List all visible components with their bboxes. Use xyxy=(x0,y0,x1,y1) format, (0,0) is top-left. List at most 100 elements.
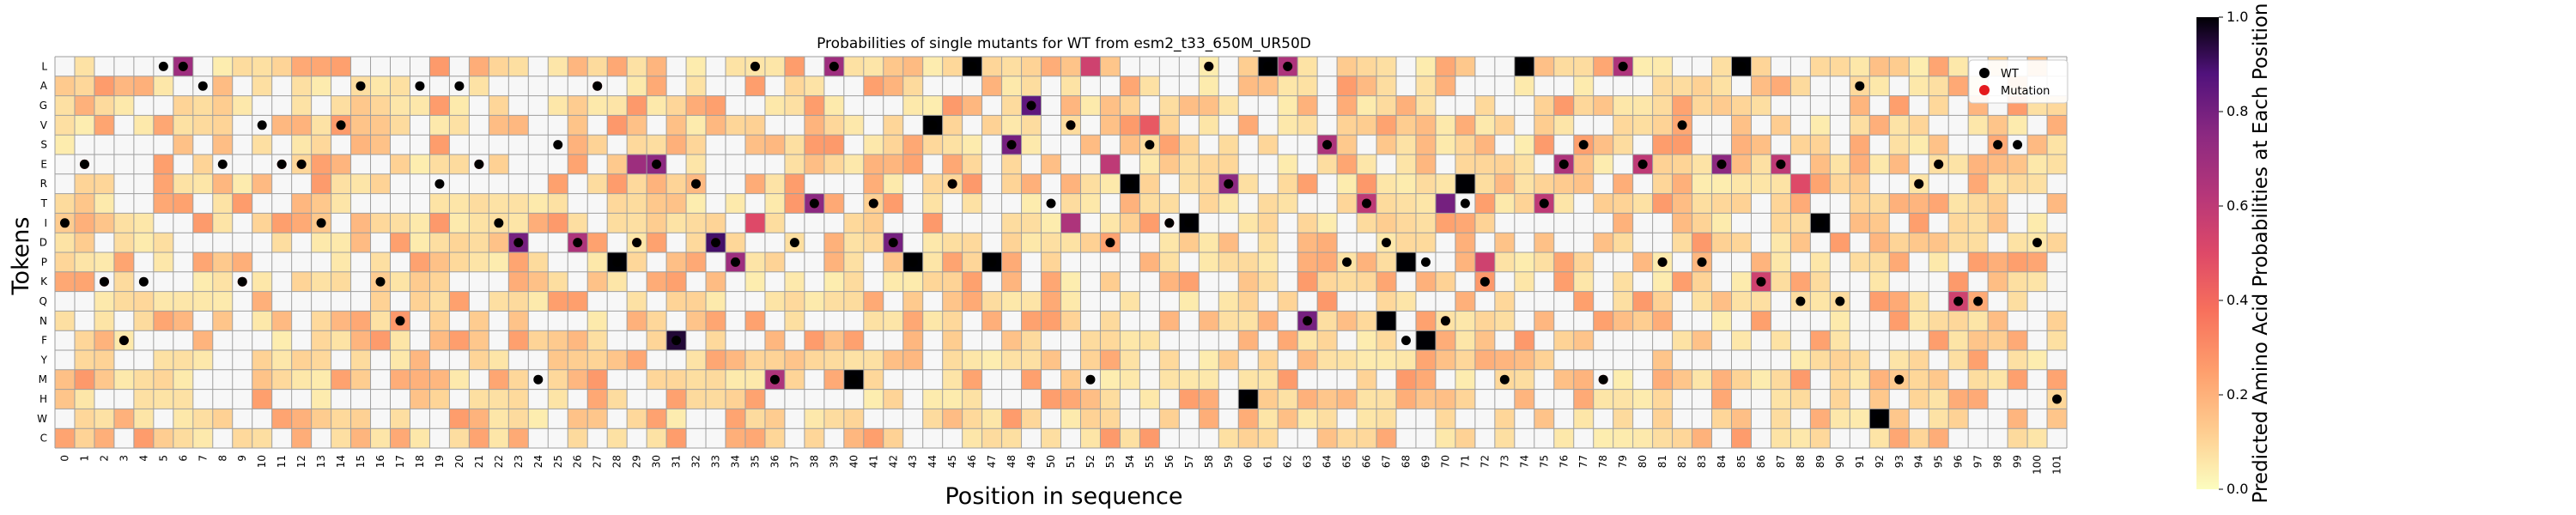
heatmap-cell xyxy=(607,154,628,175)
heatmap-cell xyxy=(962,291,982,312)
heatmap-cell xyxy=(1415,369,1437,390)
heatmap-cell xyxy=(823,115,845,136)
heatmap-cell xyxy=(902,213,924,233)
heatmap-cell xyxy=(1593,311,1613,331)
heatmap-cell xyxy=(1159,291,1180,312)
heatmap-cell xyxy=(843,233,865,253)
heatmap-cell xyxy=(1455,330,1476,351)
heatmap-cell xyxy=(311,173,331,194)
heatmap-cell xyxy=(94,115,115,136)
heatmap-cell xyxy=(1041,57,1061,77)
heatmap-cell xyxy=(1357,115,1377,136)
heatmap-cell xyxy=(784,193,805,214)
heatmap-cell xyxy=(1474,154,1496,175)
heatmap-cell xyxy=(744,173,766,194)
heatmap-cell xyxy=(823,291,845,312)
heatmap-cell xyxy=(1041,409,1061,429)
heatmap-cell xyxy=(686,213,707,233)
heatmap-cell xyxy=(1455,173,1476,194)
heatmap-cell xyxy=(1238,350,1259,371)
heatmap-cell xyxy=(962,409,982,429)
heatmap-cell xyxy=(1948,115,1969,136)
heatmap-cell xyxy=(192,193,214,214)
wt-marker xyxy=(118,336,129,346)
heatmap-cell xyxy=(1553,213,1575,233)
heatmap-cell xyxy=(1850,154,1870,175)
heatmap-cell xyxy=(922,330,943,351)
heatmap-cell xyxy=(627,173,647,194)
heatmap-cell xyxy=(1238,193,1259,214)
heatmap-cell xyxy=(686,389,707,409)
heatmap-cell xyxy=(133,233,155,253)
heatmap-cell xyxy=(744,428,766,449)
heatmap-cell xyxy=(548,193,568,214)
heatmap-cell xyxy=(449,389,470,409)
heatmap-cell xyxy=(173,311,194,331)
wt-marker xyxy=(1479,276,1490,287)
colorbar-tick-label: 1.0 xyxy=(2227,9,2248,25)
heatmap-cell xyxy=(784,369,805,390)
heatmap-cell xyxy=(784,389,805,409)
heatmap-cell xyxy=(981,115,1002,136)
heatmap-cell xyxy=(508,193,529,214)
heatmap-cell xyxy=(1100,428,1121,449)
x-tick-label: 68 xyxy=(1400,455,1412,468)
heatmap-cell xyxy=(232,291,253,312)
heatmap-cell xyxy=(883,115,904,136)
heatmap-cell xyxy=(863,135,884,155)
heatmap-cell xyxy=(1415,173,1437,194)
heatmap-cell xyxy=(2047,135,2068,155)
heatmap-cell xyxy=(1120,233,1140,253)
heatmap-cell xyxy=(1357,428,1377,449)
x-tick-label: 88 xyxy=(1795,455,1807,468)
x-tick-label: 56 xyxy=(1163,455,1176,468)
heatmap-cell xyxy=(1514,409,1535,429)
heatmap-cell xyxy=(1613,252,1633,273)
heatmap-cell xyxy=(744,115,766,136)
heatmap-cell xyxy=(804,173,825,194)
heatmap-cell xyxy=(1692,173,1712,194)
heatmap-cell xyxy=(1711,428,1732,449)
heatmap-cell xyxy=(1120,291,1140,312)
heatmap-cell xyxy=(1218,193,1239,214)
wt-marker xyxy=(829,61,839,71)
heatmap-cell xyxy=(843,76,865,96)
heatmap-cell xyxy=(1869,330,1890,351)
heatmap-cell xyxy=(548,409,568,429)
heatmap-cell xyxy=(843,311,865,331)
heatmap-cell xyxy=(94,369,115,390)
heatmap-cell xyxy=(587,350,608,371)
heatmap-cell xyxy=(1672,76,1692,96)
heatmap-cell xyxy=(883,135,904,155)
heatmap-cell xyxy=(1672,252,1692,273)
wt-marker xyxy=(967,61,977,71)
heatmap-cell xyxy=(1869,369,1890,390)
x-tick-label: 9 xyxy=(236,455,248,462)
heatmap-cell xyxy=(113,193,135,214)
heatmap-cell xyxy=(1139,95,1160,116)
heatmap-cell xyxy=(1553,57,1575,77)
heatmap-cell xyxy=(1948,213,1969,233)
heatmap-cell xyxy=(1238,76,1259,96)
heatmap-cell xyxy=(1080,233,1101,253)
colorbar-tick-label: 0.2 xyxy=(2227,386,2248,403)
heatmap-cell xyxy=(744,271,766,292)
heatmap-cell xyxy=(1139,409,1160,429)
heatmap-cell xyxy=(804,76,825,96)
wt-marker xyxy=(1066,120,1076,130)
heatmap-cell xyxy=(390,76,410,96)
heatmap-cell xyxy=(823,95,845,116)
heatmap-cell xyxy=(1968,369,1989,390)
heatmap-cell xyxy=(1278,135,1298,155)
heatmap-cell xyxy=(706,389,726,409)
heatmap-cell xyxy=(666,311,687,331)
heatmap-cells xyxy=(55,57,2068,449)
heatmap-cell xyxy=(1573,252,1595,273)
x-tick-label: 20 xyxy=(453,455,465,468)
heatmap-cell xyxy=(1850,409,1870,429)
heatmap-cell xyxy=(153,428,174,449)
heatmap-cell xyxy=(1337,311,1358,331)
heatmap-cell xyxy=(587,428,608,449)
heatmap-cell xyxy=(1258,350,1279,371)
heatmap-cell xyxy=(1337,76,1358,96)
